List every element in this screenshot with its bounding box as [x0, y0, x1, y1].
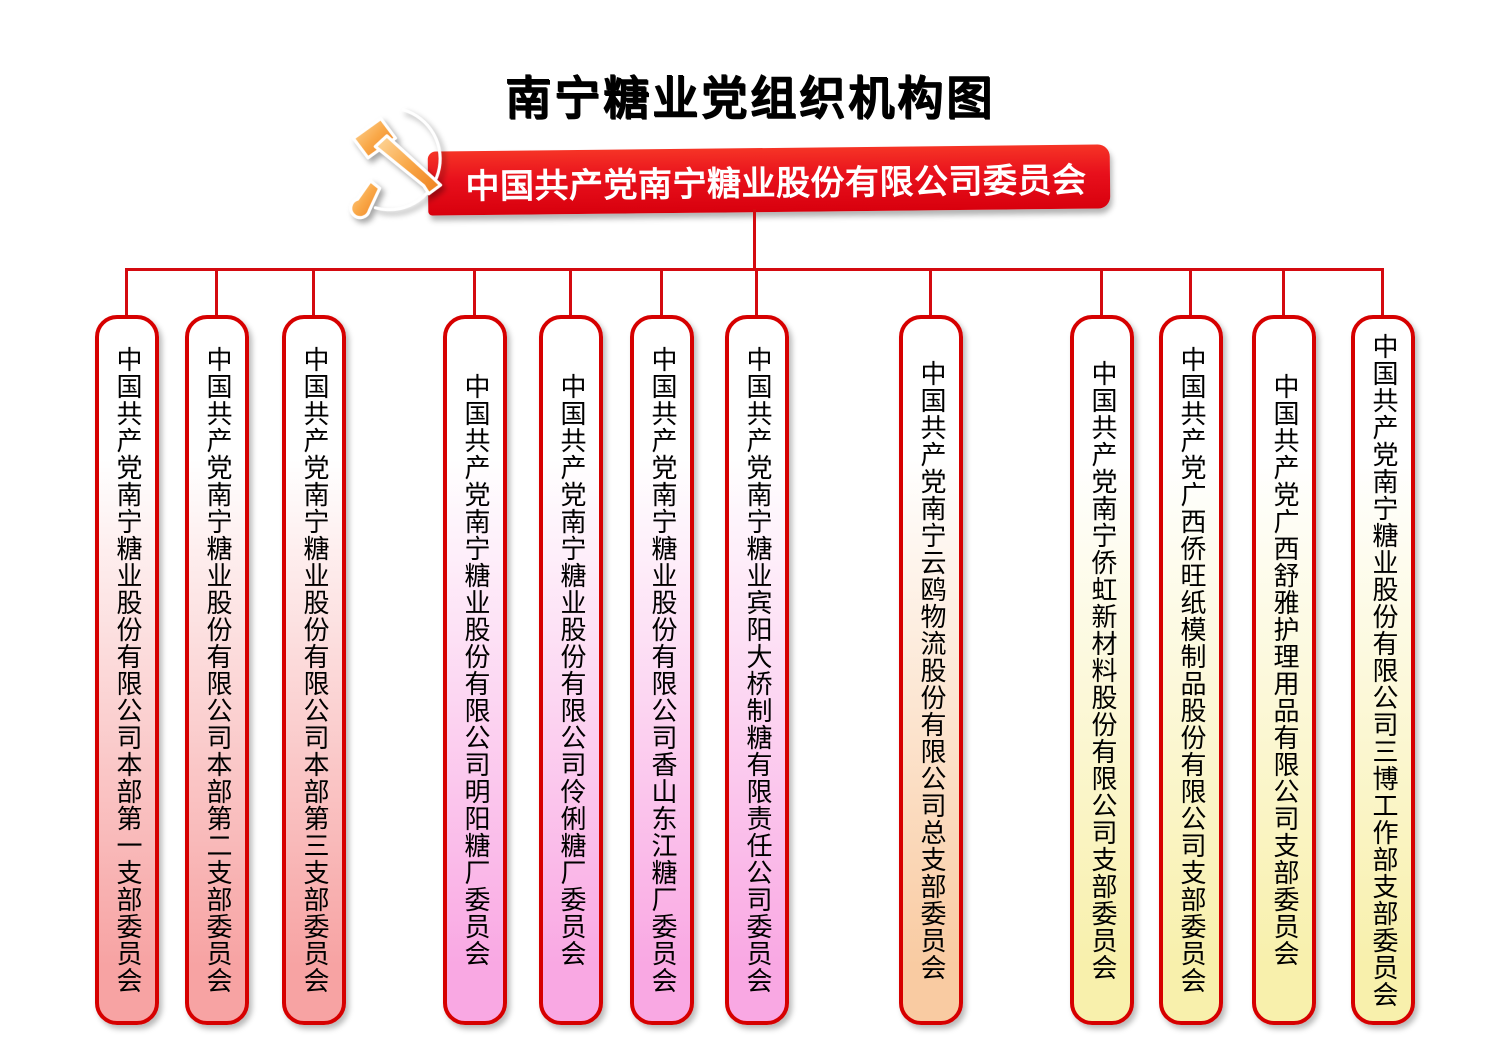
connector-drop — [1381, 268, 1384, 316]
connector-drop — [755, 268, 758, 316]
org-box: 中国共产党南宁糖业股份有限公司明阳糖厂委员会 — [443, 315, 507, 1025]
connector-drop — [1189, 268, 1192, 316]
org-box: 中国共产党南宁糖业股份有限公司香山东江糖厂委员会 — [630, 315, 694, 1025]
org-box: 中国共产党广西舒雅护理用品有限公司支部委员会 — [1252, 315, 1316, 1025]
org-box-label: 中国共产党广西侨旺纸模制品股份有限公司支部委员会 — [1176, 346, 1206, 994]
connector-drop — [569, 268, 572, 316]
org-box-label: 中国共产党南宁糖业股份有限公司香山东江糖厂委员会 — [647, 346, 677, 994]
org-box: 中国共产党南宁糖业宾阳大桥制糖有限责任公司委员会 — [725, 315, 789, 1025]
org-box: 中国共产党南宁糖业股份有限公司本部第二支部委员会 — [185, 315, 249, 1025]
org-box: 中国共产党南宁糖业股份有限公司三博工作部支部委员会 — [1351, 315, 1415, 1025]
connector-drop — [1100, 268, 1103, 316]
org-box-label: 中国共产党南宁糖业股份有限公司本部第三支部委员会 — [299, 346, 329, 994]
org-box: 中国共产党南宁糖业股份有限公司本部第三支部委员会 — [282, 315, 346, 1025]
org-box: 中国共产党南宁糖业股份有限公司伶俐糖厂委员会 — [539, 315, 603, 1025]
org-box-label: 中国共产党广西舒雅护理用品有限公司支部委员会 — [1269, 373, 1299, 967]
connector-drop — [929, 268, 932, 316]
page-title: 南宁糖业党组织机构图 — [505, 71, 995, 125]
connector-drop — [660, 268, 663, 316]
connector-drop — [312, 268, 315, 316]
org-box-label: 中国共产党南宁糖业股份有限公司三博工作部支部委员会 — [1368, 332, 1398, 1008]
org-box-label: 中国共产党南宁云鸥物流股份有限公司总支部委员会 — [916, 359, 946, 981]
root-node: 中国共产党南宁糖业股份有限公司委员会 — [427, 144, 1111, 216]
org-box: 中国共产党南宁糖业股份有限公司本部第一支部委员会 — [95, 315, 159, 1025]
org-box: 中国共产党南宁云鸥物流股份有限公司总支部委员会 — [899, 315, 963, 1025]
connector-drop — [125, 268, 128, 316]
org-box-label: 中国共产党南宁糖业股份有限公司本部第二支部委员会 — [202, 346, 232, 994]
connector-drop — [1282, 268, 1285, 316]
org-box: 中国共产党南宁侨虹新材料股份有限公司支部委员会 — [1070, 315, 1134, 1025]
connector-drop — [215, 268, 218, 316]
root-node-label: 中国共产党南宁糖业股份有限公司委员会 — [465, 160, 1087, 207]
connector-stem — [753, 209, 756, 269]
org-box: 中国共产党广西侨旺纸模制品股份有限公司支部委员会 — [1159, 315, 1223, 1025]
party-emblem-icon — [334, 100, 472, 238]
org-box-label: 中国共产党南宁糖业股份有限公司伶俐糖厂委员会 — [556, 373, 586, 967]
connector-drop — [473, 268, 476, 316]
org-box-label: 中国共产党南宁糖业股份有限公司明阳糖厂委员会 — [460, 373, 490, 967]
org-box-label: 中国共产党南宁糖业宾阳大桥制糖有限责任公司委员会 — [742, 346, 772, 994]
org-box-label: 中国共产党南宁侨虹新材料股份有限公司支部委员会 — [1087, 359, 1117, 981]
org-box-label: 中国共产党南宁糖业股份有限公司本部第一支部委员会 — [112, 346, 142, 994]
